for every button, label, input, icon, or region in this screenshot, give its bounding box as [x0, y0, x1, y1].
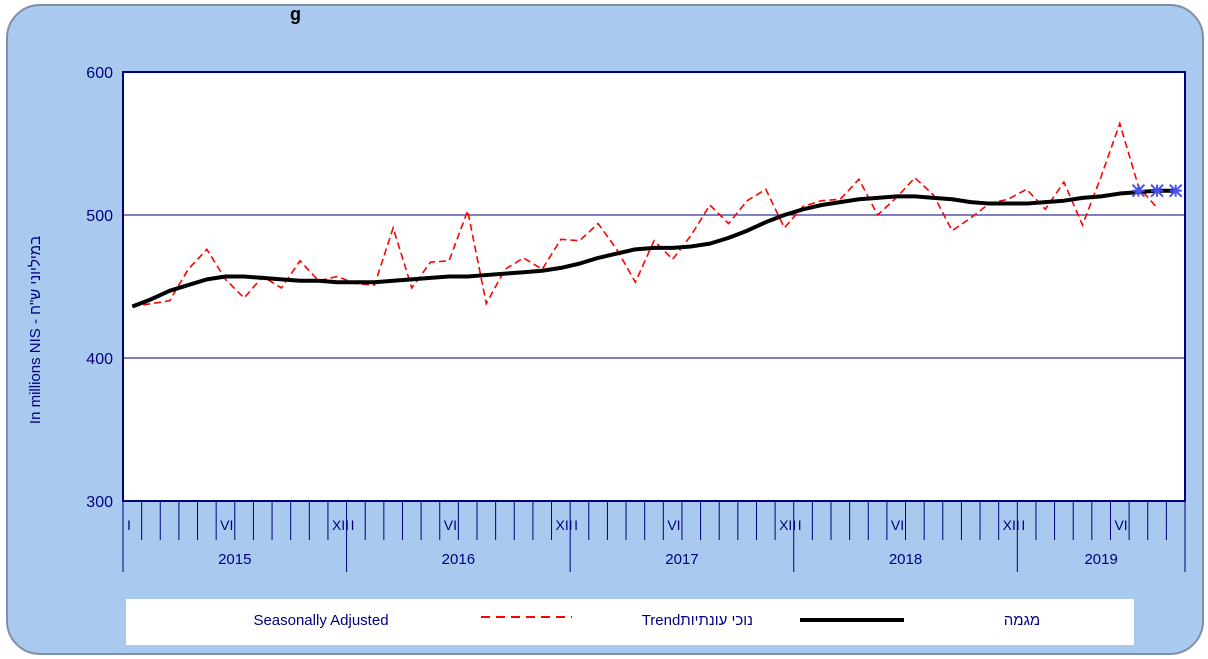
- month-label-vi: VI: [667, 517, 680, 533]
- y-tick-label-400: 400: [86, 351, 113, 368]
- month-label-i: I: [351, 517, 355, 533]
- month-label-i: I: [1021, 517, 1025, 533]
- year-label-2016: 2016: [442, 551, 475, 568]
- legend-label-1: Seasonally Adjusted: [253, 612, 388, 629]
- y-tick-label-500: 500: [86, 208, 113, 225]
- year-label-2017: 2017: [665, 551, 698, 568]
- month-label-vi: VI: [891, 517, 904, 533]
- forecast-marker: [1150, 183, 1164, 198]
- month-label-vi: VI: [220, 517, 233, 533]
- plot-area: [122, 71, 1186, 502]
- month-label-xii: XII: [779, 517, 796, 533]
- year-label-2019: 2019: [1084, 551, 1117, 568]
- year-label-2015: 2015: [218, 551, 251, 568]
- month-label-i: I: [798, 517, 802, 533]
- legend-label-2: Trendנוכי עונתיות: [642, 612, 753, 629]
- month-label-vi: VI: [444, 517, 457, 533]
- month-label-xii: XII: [556, 517, 573, 533]
- chart-title-fragment: g: [290, 4, 301, 24]
- forecast-marker: [1168, 183, 1183, 198]
- month-label-i: I: [574, 517, 578, 533]
- y-axis-label: In millions NIS - במיליוני ש"ח: [27, 236, 44, 424]
- month-label-vi: VI: [1114, 517, 1127, 533]
- legend-box: [126, 599, 1134, 645]
- y-tick-label-300: 300: [86, 494, 113, 511]
- month-label-xii: XII: [1003, 517, 1020, 533]
- year-label-2018: 2018: [889, 551, 922, 568]
- trend-series-line: [131, 188, 1176, 309]
- seasonal-series-line: [132, 120, 1158, 308]
- legend-label-3: מגמה: [1004, 612, 1040, 629]
- y-tick-label-600: 600: [86, 65, 113, 82]
- month-label-i: I: [127, 517, 131, 533]
- month-label-xii: XII: [332, 517, 349, 533]
- forecast-marker: [1131, 183, 1146, 198]
